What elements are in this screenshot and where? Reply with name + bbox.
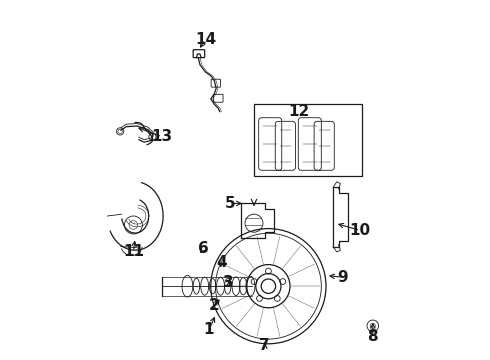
Text: 10: 10 bbox=[350, 223, 371, 238]
Text: 4: 4 bbox=[216, 255, 227, 270]
Text: 3: 3 bbox=[223, 275, 234, 290]
Text: 7: 7 bbox=[260, 338, 270, 353]
Text: 2: 2 bbox=[209, 298, 220, 314]
Text: 6: 6 bbox=[198, 241, 209, 256]
Text: 8: 8 bbox=[368, 329, 378, 344]
Text: 14: 14 bbox=[195, 32, 216, 47]
Text: 13: 13 bbox=[151, 129, 173, 144]
Text: 5: 5 bbox=[225, 196, 236, 211]
Bar bbox=[254, 104, 362, 176]
Text: 11: 11 bbox=[123, 244, 144, 260]
Text: 1: 1 bbox=[204, 322, 214, 337]
Text: 12: 12 bbox=[289, 104, 310, 119]
Text: 9: 9 bbox=[337, 270, 347, 285]
